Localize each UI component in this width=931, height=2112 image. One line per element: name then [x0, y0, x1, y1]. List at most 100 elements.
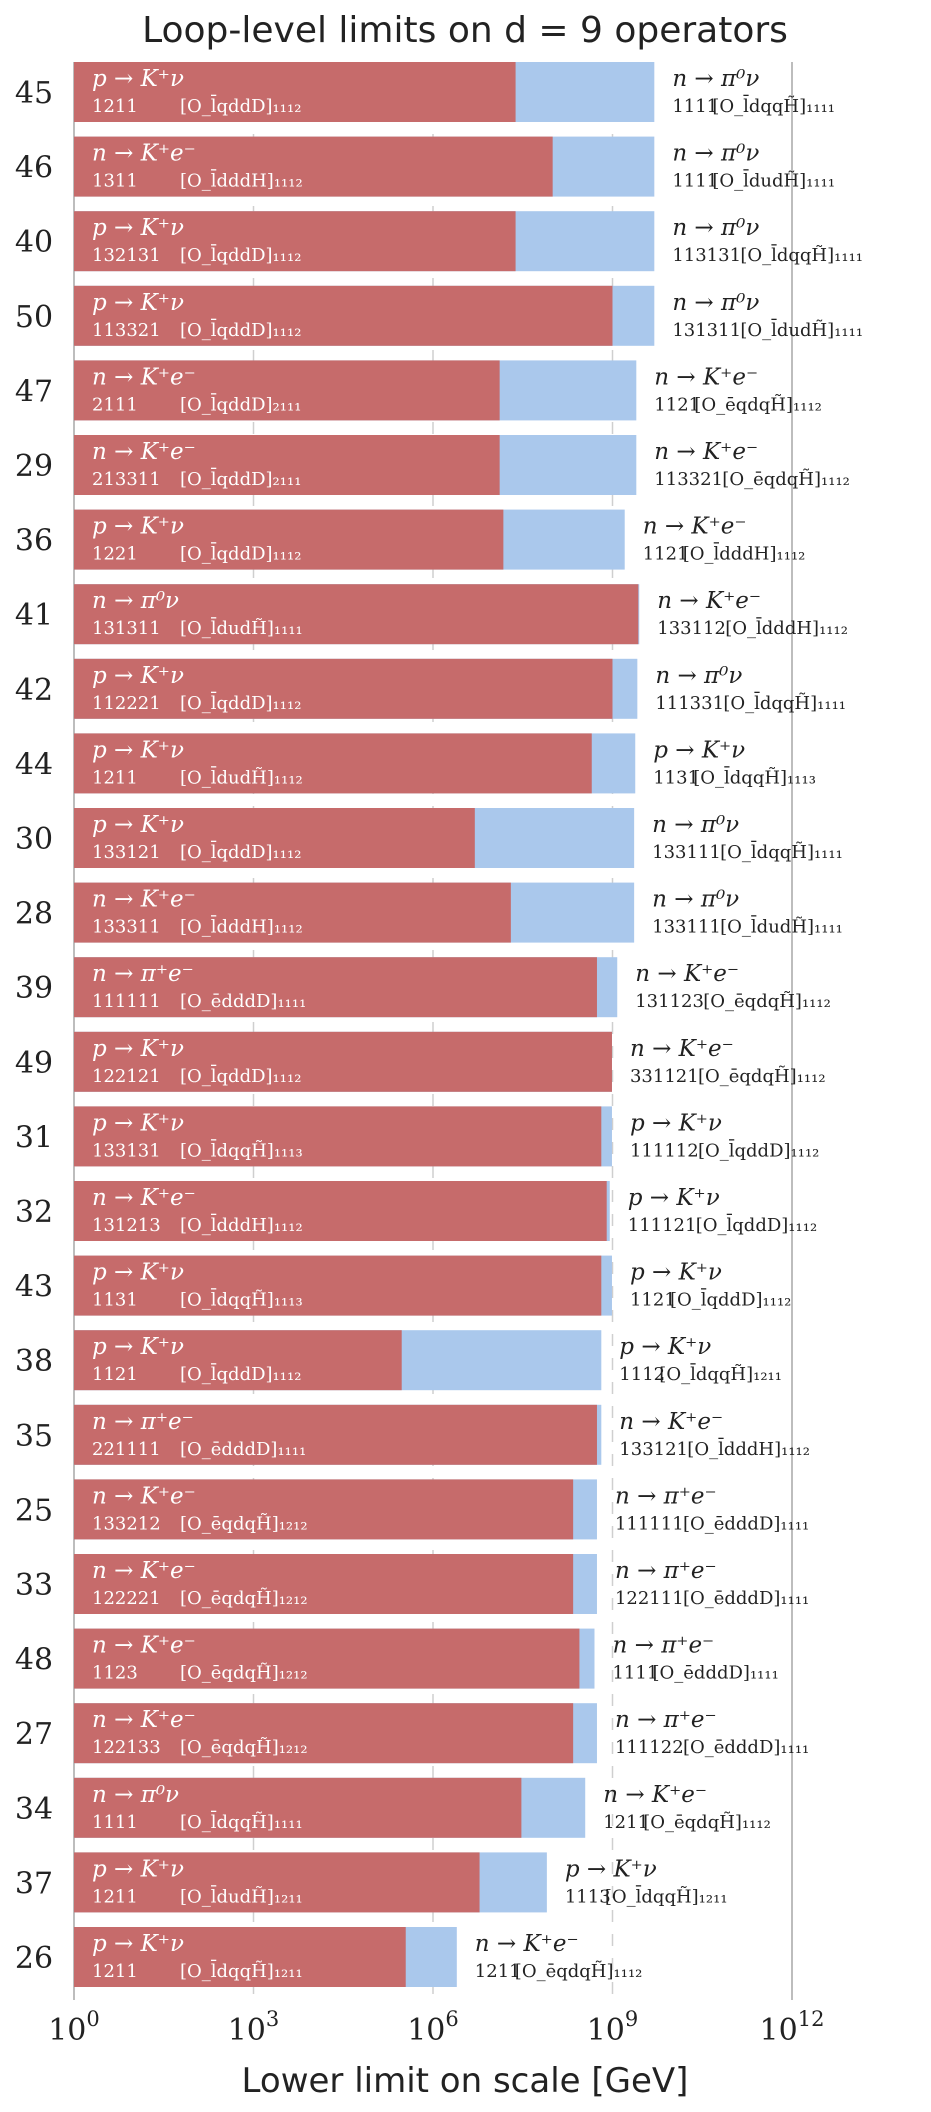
bar-red-operator-label: [O_l̄dqqH̃]₁₁₁₁: [180, 1809, 303, 1833]
bar-blue-process-label: n → K⁺e⁻: [475, 1931, 579, 1957]
bar-red-operator-label: [O_l̄qddD]₂₁₁₁: [180, 466, 301, 490]
bar-blue-process-label: n → K⁺e⁻: [630, 1036, 734, 1062]
bar-red-process-label: n → π⁺e⁻: [92, 961, 194, 987]
bar-blue-operator-label: [O_ēdddD]₁₁₁₁: [683, 1737, 809, 1758]
bar-red-process-label: p → K⁺ν: [92, 215, 184, 241]
bar-red-process-label: p → K⁺ν: [92, 66, 184, 92]
bar-red-flavor-label: 1221: [92, 544, 138, 565]
bar-red-operator-label: [O_l̄dudH̃]₁₁₁₂: [180, 764, 303, 788]
row-label: 32: [15, 1195, 53, 1230]
bar-red-operator-label: [O_ēqdqH̃]₁₂₁₂: [180, 1661, 308, 1683]
bar-blue-operator-label: [O_l̄qddD]₁₁₁₂: [670, 1287, 791, 1311]
bar-blue-flavor-label: 133121: [619, 1439, 688, 1460]
row-label: 35: [15, 1419, 53, 1454]
bar-blue-operator-label: [O_l̄dqqH̃]₁₁₁₁: [720, 839, 843, 863]
bar-row: 27 n → K⁺e⁻ 122133 [O_ēqdqH̃]₁₂₁₂ n → π⁺e⁻ 11…: [15, 1703, 809, 1764]
bar-blue-process-label: n → π⁰ν: [672, 215, 759, 241]
bar-blue-flavor-label: 1121: [630, 1290, 676, 1311]
bar-blue-operator-label: [O_ēdddD]₁₁₁₁: [683, 1513, 809, 1534]
bar-blue-process-label: n → π⁰ν: [672, 66, 759, 92]
bar-red-operator-label: [O_l̄dudH̃]₁₂₁₁: [180, 1883, 303, 1907]
bar-red: [74, 509, 504, 570]
bar-red-process-label: n → K⁺e⁻: [92, 1707, 196, 1733]
bar-blue-operator-label: [O_l̄dudH̃]₁₁₁₁: [712, 168, 835, 192]
bar-red: [74, 882, 511, 943]
bar-blue-process-label: p → K⁺ν: [630, 1110, 722, 1136]
bar-red-flavor-label: 1131: [92, 1290, 138, 1311]
row-label: 30: [15, 822, 53, 857]
x-axis: 100 103 106 109 1012: [48, 2007, 824, 2048]
bar-blue-process-label: n → π⁺e⁻: [612, 1633, 714, 1659]
bar-blue-process-label: p → K⁺ν: [653, 737, 745, 763]
bar-red-flavor-label: 2111: [92, 394, 138, 415]
bar-blue-flavor-label: 1112: [619, 1364, 665, 1385]
bar-red-operator-label: [O_l̄dddH]₁₁₁₂: [180, 1212, 303, 1236]
bar-red-operator-label: [O_ēqdqH̃]₁₂₁₂: [180, 1587, 308, 1609]
bar-red-process-label: p → K⁺ν: [92, 1931, 184, 1957]
bar-blue-flavor-label: 1111: [672, 96, 718, 117]
bar-red: [74, 1404, 597, 1465]
bar-red-flavor-label: 122133: [92, 1737, 161, 1758]
bar-red: [74, 435, 500, 495]
bar-blue-process-label: n → K⁺e⁻: [654, 439, 758, 465]
bar-red-process-label: n → K⁺e⁻: [92, 1185, 196, 1211]
bar-red-process-label: p → K⁺ν: [92, 1260, 184, 1286]
bar-row: 48 n → K⁺e⁻ 1123 [O_ēqdqH̃]₁₂₁₂ n → π⁺e⁻ 1111…: [15, 1628, 779, 1689]
x-tick-label: 106: [407, 2007, 459, 2048]
bar-row: 30 p → K⁺ν 133121 [O_l̄qddD]₁₁₁₂ n → π⁰ν 1331…: [15, 808, 843, 868]
bar-red: [74, 584, 639, 645]
bar-red: [74, 1554, 574, 1614]
row-label: 33: [15, 1568, 53, 1603]
bar-red: [74, 808, 475, 868]
bar-red-operator-label: [O_ēqdqH̃]₁₂₁₂: [180, 1512, 308, 1534]
row-label: 28: [15, 897, 53, 932]
bar-red-operator-label: [O_l̄qddD]₁₁₁₂: [180, 317, 301, 341]
bar-red-operator-label: [O_ēqdqH̃]₁₂₁₂: [180, 1736, 308, 1758]
row-label: 38: [15, 1344, 53, 1379]
bar-blue-operator-label: [O_l̄dudH̃]₁₁₁₁: [720, 914, 843, 938]
row-label: 36: [15, 524, 53, 559]
bar-red-operator-label: [O_l̄qddD]₁₁₁₂: [180, 93, 301, 117]
bar-blue-flavor-label: 131311: [672, 320, 741, 341]
bar-row: 46 n → K⁺e⁻ 1311 [O_l̄dddH]₁₁₁₂ n → π⁰ν 1111[…: [15, 136, 835, 197]
row-label: 42: [15, 673, 53, 708]
row-label: 41: [15, 598, 53, 633]
bar-blue-operator-label: [O_l̄dudH̃]₁₁₁₁: [740, 317, 863, 341]
bar-red-operator-label: [O_l̄dqqH̃]₁₁₁₃: [180, 1287, 303, 1311]
bar-blue-flavor-label: 1121: [654, 394, 700, 415]
bar-blue-process-label: n → π⁺e⁻: [615, 1707, 717, 1733]
row-label: 40: [15, 225, 53, 260]
bar-blue-flavor-label: 113131: [672, 245, 741, 266]
bar-blue-flavor-label: 331121: [630, 1066, 699, 1087]
bar-red-operator-label: [O_l̄qddD]₂₁₁₁: [180, 391, 301, 415]
bar-blue-operator-label: [O_l̄dqqH̃]₁₁₁₁: [712, 93, 835, 117]
row-label: 47: [15, 374, 53, 409]
bar-red: [74, 360, 500, 421]
bar-red-process-label: n → π⁰ν: [92, 588, 179, 614]
bar-red-operator-label: [O_ēdddD]₁₁₁₁: [180, 991, 306, 1012]
bar-red: [74, 1703, 574, 1764]
bar-row: 42 p → K⁺ν 112221 [O_l̄qddD]₁₁₁₂ n → π⁰ν 1113…: [15, 658, 846, 719]
bar-red-operator-label: [O_l̄qddD]₁₁₁₂: [180, 1361, 301, 1385]
bar-blue-process-label: n → π⁰ν: [655, 663, 742, 689]
bar-blue-flavor-label: 133111: [652, 842, 721, 863]
bar-blue-flavor-label: 1121: [643, 544, 689, 565]
row-label: 31: [15, 1120, 53, 1155]
bar-red: [74, 1777, 522, 1838]
bar-blue-operator-label: [O_ēdddD]₁₁₁₁: [683, 1588, 809, 1609]
bar-red: [74, 136, 553, 197]
bar-blue-process-label: n → K⁺e⁻: [603, 1782, 707, 1808]
bar-red-process-label: n → K⁺e⁻: [92, 887, 196, 913]
row-label: 50: [15, 300, 53, 335]
row-label: 39: [15, 971, 53, 1006]
bar-blue-operator-label: [O_ēqdqH̃]₁₁₁₂: [643, 1811, 771, 1833]
bar-red-flavor-label: 111111: [92, 991, 161, 1012]
bar-red: [74, 1628, 580, 1689]
bar-red-operator-label: [O_l̄qddD]₁₁₁₂: [180, 839, 301, 863]
bar-red-flavor-label: 112221: [92, 693, 161, 714]
row-label: 27: [15, 1717, 53, 1752]
bar-red-process-label: p → K⁺ν: [92, 663, 184, 689]
row-label: 49: [15, 1046, 53, 1081]
bar-red: [74, 211, 516, 272]
